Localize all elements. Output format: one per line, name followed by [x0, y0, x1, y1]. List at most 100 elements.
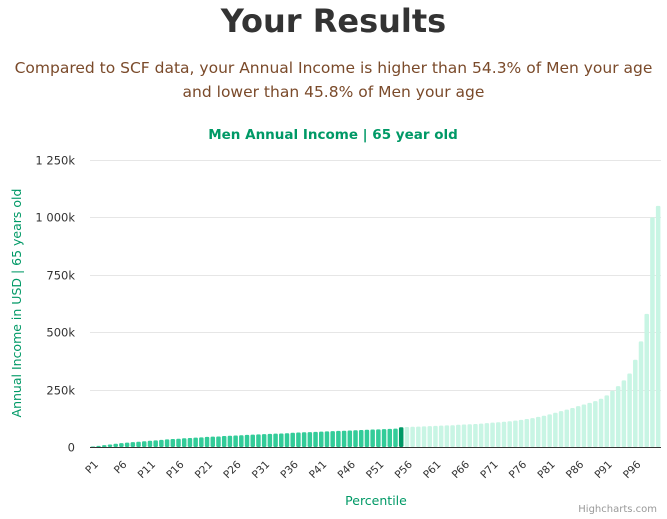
x-tick-label: P36 [278, 458, 301, 481]
x-tick-label: P96 [621, 458, 644, 481]
bar-below [164, 439, 170, 447]
bar-above [530, 418, 535, 447]
bar-above [547, 414, 552, 447]
bar-above [615, 386, 621, 447]
bar-above [593, 401, 598, 447]
bar-below [353, 430, 358, 447]
bar-below [336, 430, 341, 447]
bar-above [598, 398, 604, 447]
bar-below [284, 433, 290, 447]
x-tick-label: P46 [336, 458, 359, 481]
x-tick-label: P16 [164, 458, 187, 481]
bar-below [96, 445, 101, 447]
chart-title: Men Annual Income | 65 year old [208, 127, 458, 143]
bar-above [427, 426, 432, 447]
bar-below [358, 430, 364, 447]
bar-below [387, 428, 393, 447]
bar-above [518, 419, 524, 447]
bar-below [113, 443, 118, 447]
x-tick-label: P91 [592, 459, 614, 481]
y-tick-label: 500k [46, 326, 75, 340]
bar-below [136, 441, 141, 447]
x-axis-tick-labels: P1 P6 P11 P16 P21 P26 P31 P36 P41 P46 P51 P56 P61 P66… [83, 458, 643, 481]
bar-below [204, 436, 210, 447]
bar-above [438, 425, 444, 447]
bar-above [650, 217, 655, 447]
bar-below [370, 429, 375, 447]
bar-above [507, 421, 512, 447]
bar-below [170, 438, 176, 447]
bar-below [102, 445, 107, 447]
bar-below [319, 431, 324, 447]
bar-below [176, 438, 181, 447]
x-tick-label: P21 [193, 459, 215, 481]
bar-below [267, 433, 273, 447]
x-tick-label: P1 [83, 459, 101, 477]
bar-below [279, 433, 284, 447]
bar-below [296, 432, 301, 447]
bar-above [575, 406, 581, 447]
income-percentile-chart: Men Annual Income | 65 year old 0 250k 500… [9, 127, 661, 508]
bar-below [250, 434, 255, 447]
bar-below [364, 429, 370, 447]
x-tick-label: P51 [364, 459, 386, 481]
bar-above [535, 416, 541, 447]
bar-above [450, 425, 455, 447]
page-title: Your Results [220, 2, 447, 40]
x-tick-label: P86 [564, 458, 587, 481]
gridlines [90, 160, 661, 391]
bar-below [273, 433, 278, 447]
bar-below [393, 428, 398, 447]
x-tick-label: P61 [421, 459, 443, 481]
y-axis-title: Annual Income in USD | 65 years old [9, 189, 24, 418]
bar-above [541, 415, 547, 447]
x-tick-label: P31 [250, 459, 272, 481]
bar-above [461, 424, 467, 447]
bar-below [341, 430, 347, 447]
bar-below [330, 431, 335, 447]
y-tick-label: 750k [46, 269, 75, 283]
bar-above [433, 425, 438, 447]
bar-below [233, 435, 238, 447]
bar-below [324, 431, 330, 447]
bar-below [187, 438, 193, 447]
bar-above [410, 426, 415, 447]
bar-above [570, 407, 575, 447]
x-tick-label: P56 [393, 458, 416, 481]
x-tick-label: P76 [507, 458, 530, 481]
comparison-summary: Compared to SCF data, your Annual Income… [0, 56, 667, 104]
bar-below [221, 435, 227, 447]
y-axis-tick-labels: 0 250k 500k 750k 1 000k 1 250k [35, 154, 75, 455]
bar-below [141, 441, 147, 447]
bar-above [655, 205, 661, 447]
bar-below [119, 443, 124, 447]
bar-below [193, 437, 198, 447]
comparison-line-2: and lower than 45.8% of Men your age [182, 83, 485, 101]
bar-above [621, 380, 627, 447]
x-tick-label: P81 [535, 459, 557, 481]
y-tick-label: 1 250k [35, 154, 75, 168]
bar-above [467, 424, 472, 447]
bar-below [107, 444, 113, 447]
x-tick-label: P26 [221, 458, 244, 481]
bar-below [90, 446, 96, 448]
bar-below [124, 442, 130, 447]
bar-below [261, 434, 267, 447]
bar-above [484, 423, 490, 447]
bar-below [244, 434, 250, 447]
bar-below [301, 432, 307, 447]
bar-above [558, 411, 564, 447]
bar-above [478, 423, 484, 447]
bar-above [553, 412, 558, 447]
highcharts-credits[interactable]: Highcharts.com [578, 504, 657, 515]
x-tick-label: P6 [112, 458, 130, 476]
y-tick-label: 0 [68, 441, 75, 455]
x-tick-label: P66 [450, 458, 473, 481]
bar-above [421, 426, 427, 447]
bar-above [581, 404, 587, 447]
bar-above [627, 373, 632, 447]
bar-above [444, 425, 450, 447]
bar-below [130, 442, 136, 447]
bar-below [376, 429, 381, 447]
bar-below [381, 429, 387, 447]
